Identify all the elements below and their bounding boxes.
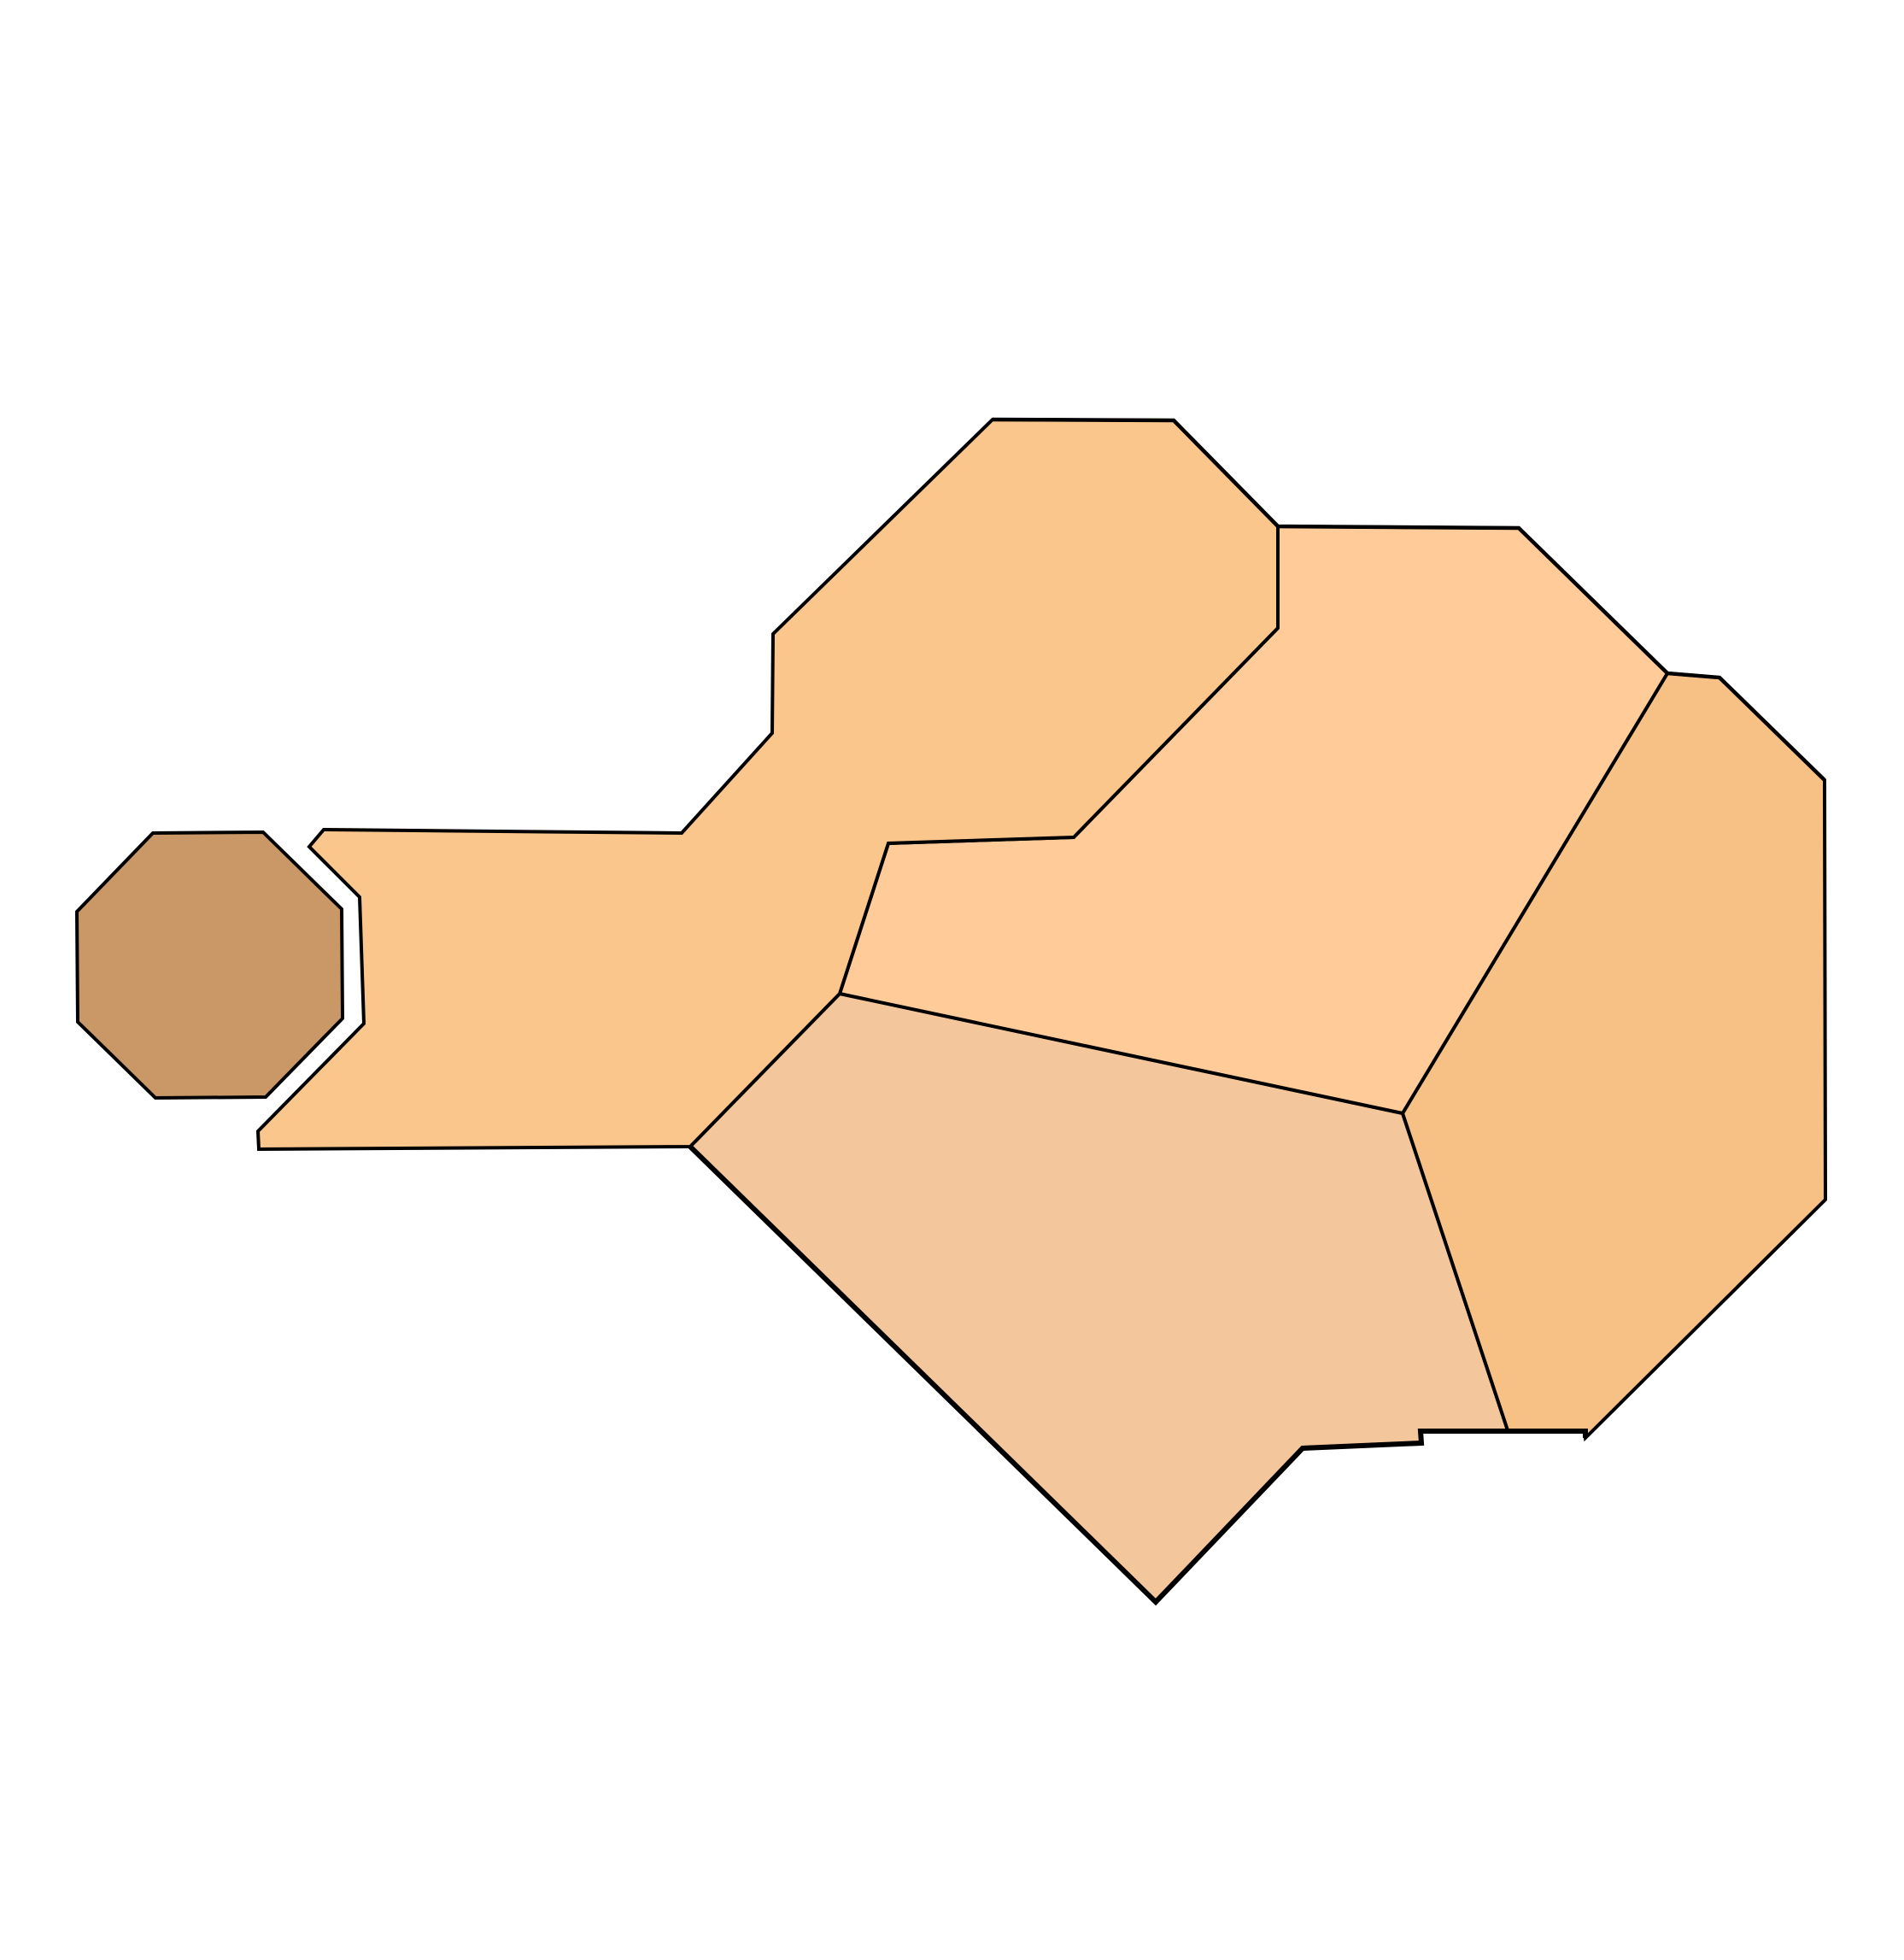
region-northwest[interactable] [255, 417, 1280, 1152]
coast-outline-north [992, 417, 1826, 782]
octagon-west[interactable] [74, 830, 345, 1100]
coast-outline-south [688, 1144, 1588, 1606]
